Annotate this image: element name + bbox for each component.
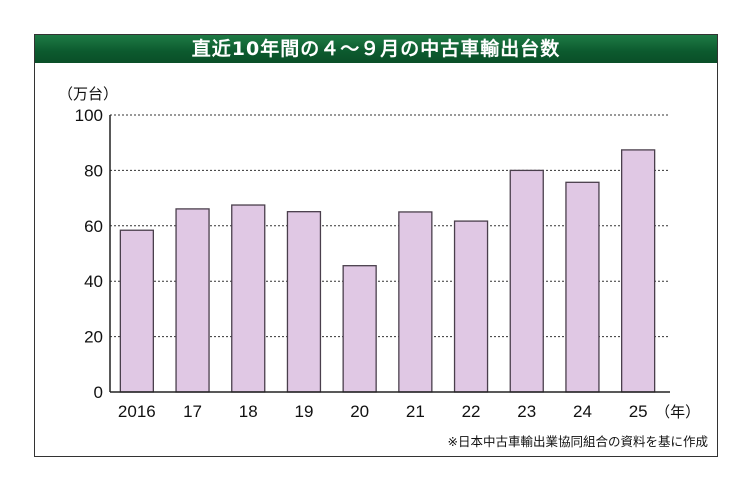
x-tick-label: 20: [350, 402, 369, 421]
bar-18: [231, 204, 266, 393]
bar-23: [509, 169, 544, 393]
y-tick-label: 20: [84, 328, 103, 347]
x-tick-label: 21: [406, 402, 425, 421]
y-tick-label: 100: [75, 106, 103, 125]
x-tick-label: 17: [183, 402, 202, 421]
bar-2016: [119, 229, 154, 393]
x-tick-label: 19: [294, 402, 313, 421]
y-tick-label: 40: [84, 272, 103, 291]
x-tick-label: 24: [573, 402, 592, 421]
x-tick-label: 22: [462, 402, 481, 421]
bar-20: [342, 265, 377, 393]
x-axis-unit: （年）: [655, 403, 700, 421]
x-tick-label: 23: [517, 402, 536, 421]
chart-title: 直近10年間の４～９月の中古車輸出台数: [35, 35, 717, 63]
x-tick-label: 18: [239, 402, 258, 421]
bar-22: [453, 220, 489, 393]
y-axis-unit: （万台）: [58, 85, 118, 103]
bar-19: [286, 211, 322, 393]
y-tick-label: 60: [84, 217, 103, 236]
bar-17: [175, 208, 210, 393]
x-tick-label: 25: [629, 402, 648, 421]
bar-21: [398, 211, 433, 393]
x-tick-label: 2016: [118, 402, 156, 421]
bar-25: [621, 149, 656, 393]
y-tick-label: 80: [84, 161, 103, 180]
bar-24: [565, 181, 600, 393]
y-tick-label: 0: [94, 383, 103, 402]
source-note: ※日本中古車輸出業協同組合の資料を基に作成: [448, 434, 708, 449]
